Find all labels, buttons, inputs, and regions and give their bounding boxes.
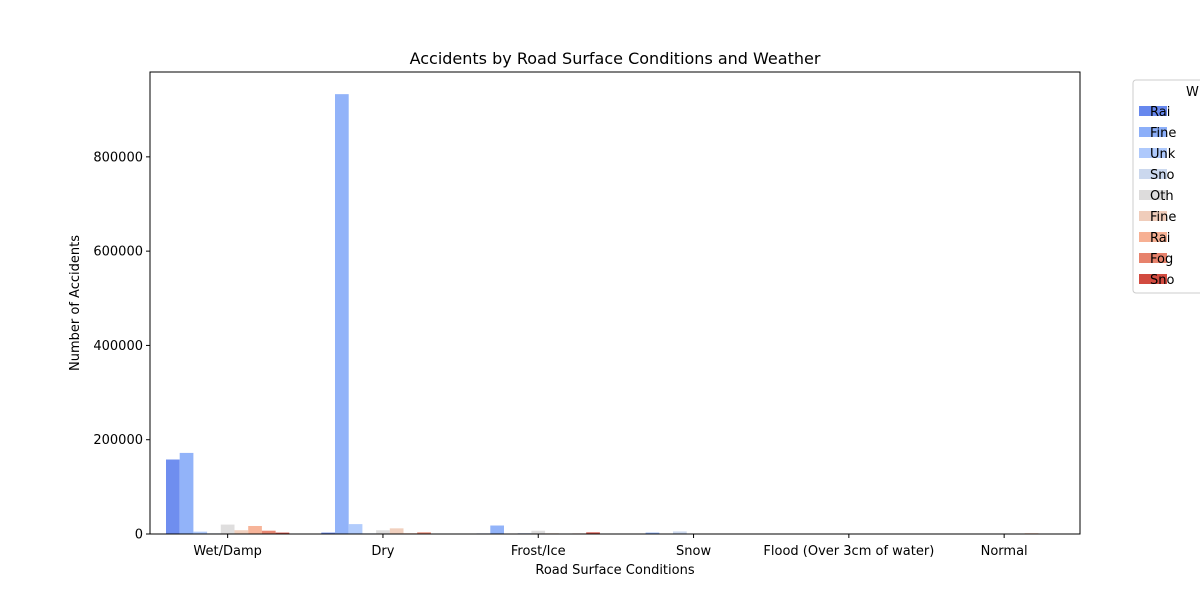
legend-label: Fine [1150, 210, 1176, 225]
bar [234, 530, 249, 534]
bar [166, 459, 180, 534]
chart-title: Accidents by Road Surface Conditions and… [410, 49, 821, 68]
legend-label: Unk [1150, 147, 1176, 162]
legend-label: Sno [1150, 273, 1174, 288]
bar [645, 532, 660, 534]
y-tick-label: 200000 [93, 433, 143, 448]
bar [261, 530, 276, 534]
legend-swatch [1139, 274, 1167, 284]
legend-swatch [1139, 169, 1167, 179]
legend-label: Sno [1150, 168, 1174, 183]
x-tick-label: Snow [676, 544, 711, 559]
legend-swatch [1139, 148, 1167, 158]
x-axis-label: Road Surface Conditions [535, 563, 694, 578]
bars-group [166, 94, 1066, 535]
bar [376, 530, 390, 534]
bar [193, 531, 208, 534]
bar [321, 532, 335, 534]
bar [490, 525, 504, 534]
legend-swatch [1139, 190, 1167, 200]
x-tick-label: Wet/Damp [193, 544, 261, 559]
plot-frame [149, 71, 1081, 535]
legend-label: Oth [1150, 189, 1174, 204]
bar [389, 528, 404, 534]
x-tick-label: Frost/Ice [511, 544, 566, 559]
legend-label: Fog [1150, 252, 1173, 267]
legend-title: W [1186, 85, 1199, 100]
bar [335, 94, 349, 535]
bar [417, 532, 431, 534]
bar [348, 524, 363, 534]
y-axis: 0 200000 400000 600000 800000 [93, 150, 150, 543]
bar [586, 532, 600, 534]
legend-swatch [1139, 211, 1167, 221]
legend-swatch [1139, 232, 1167, 242]
y-axis-label: Number of Accidents [68, 235, 83, 371]
legend-label: Rai [1150, 231, 1170, 246]
bar [220, 524, 235, 534]
x-tick-label: Dry [371, 544, 394, 559]
x-axis: Wet/Damp Dry Frost/Ice Snow Flood (Over 3cm … [193, 534, 1028, 559]
y-tick-label: 600000 [93, 245, 143, 260]
legend-label: Rai [1150, 105, 1170, 120]
legend-swatch [1139, 127, 1167, 137]
legend-label: Fine [1150, 126, 1176, 141]
legend-swatch [1139, 253, 1167, 263]
y-tick-label: 0 [135, 528, 143, 543]
bar [531, 530, 546, 534]
x-tick-label: Flood (Over 3cm of water) [763, 544, 934, 559]
bar [275, 532, 290, 534]
legend-swatch [1139, 106, 1167, 116]
legend: W Rai Fine Unk Sno Oth Fine Rai Fog Sno [1132, 79, 1200, 294]
x-tick-label: Normal [981, 544, 1028, 559]
bar [248, 525, 262, 534]
bar [179, 452, 194, 534]
y-tick-label: 400000 [93, 339, 143, 354]
y-tick-label: 800000 [93, 150, 143, 165]
bar [673, 531, 687, 534]
